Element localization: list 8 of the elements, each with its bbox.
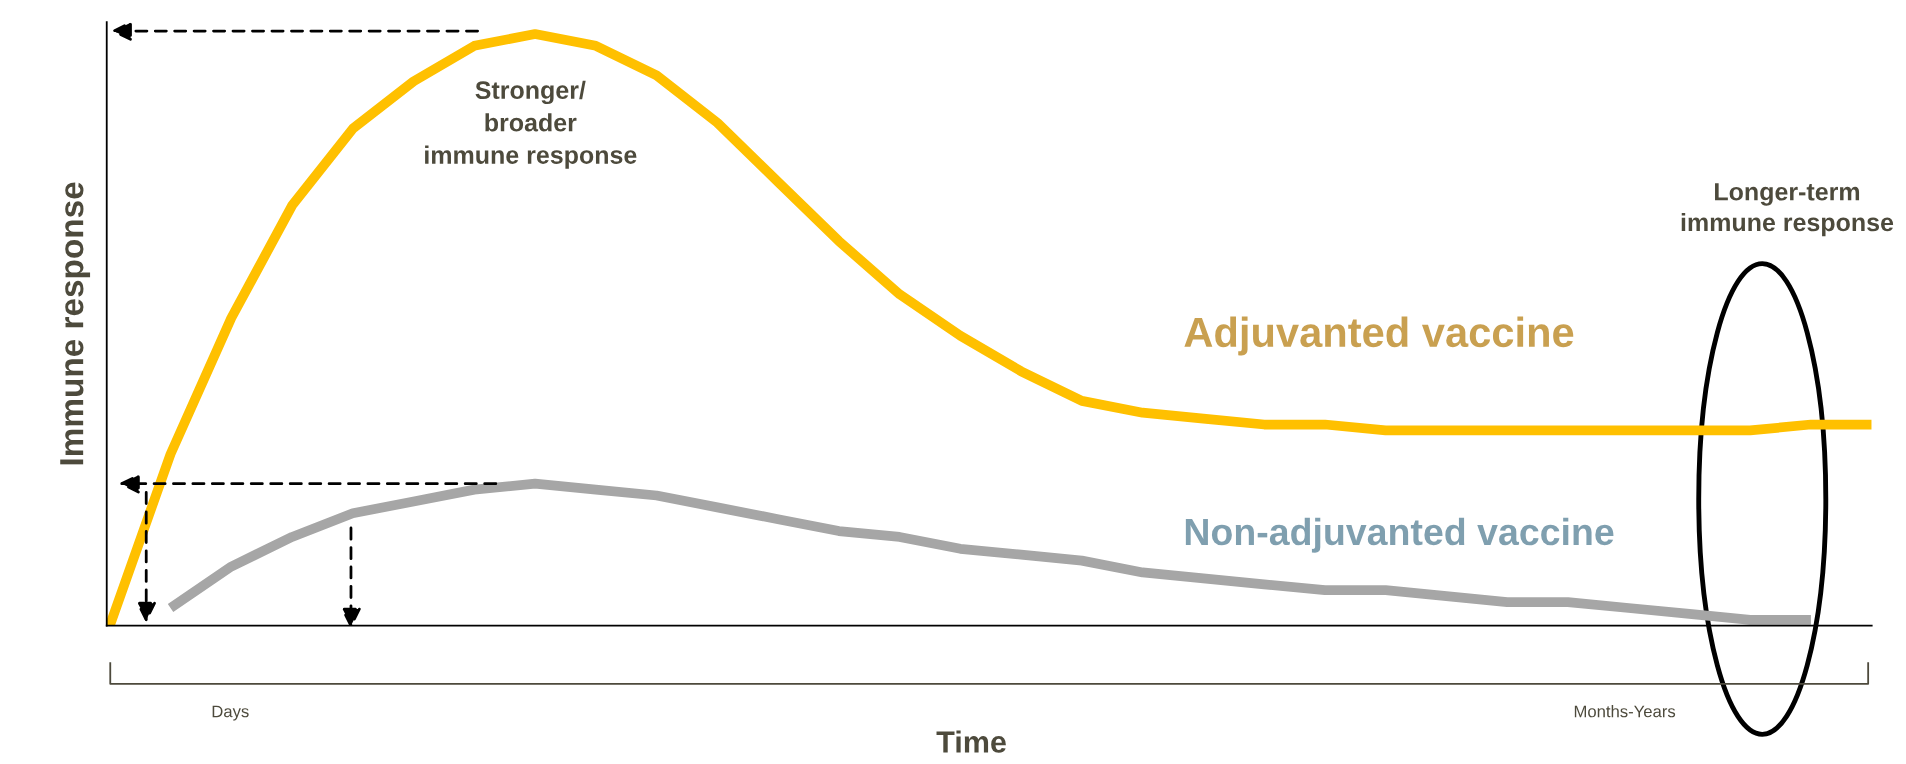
text: Months-Years: [1574, 705, 1676, 718]
series-label: Non-adjuvanted vaccine: [1185, 517, 1614, 553]
text: Days: [212, 705, 249, 721]
x-axis-title: Time: [936, 730, 1006, 753]
annotation: Longer-term immune response: [1681, 183, 1894, 237]
annotation: Stronger/ broader immune response: [425, 80, 637, 169]
series-label: Adjuvanted vaccine: [1184, 316, 1574, 356]
y-axis-title: Immune response: [60, 182, 91, 465]
